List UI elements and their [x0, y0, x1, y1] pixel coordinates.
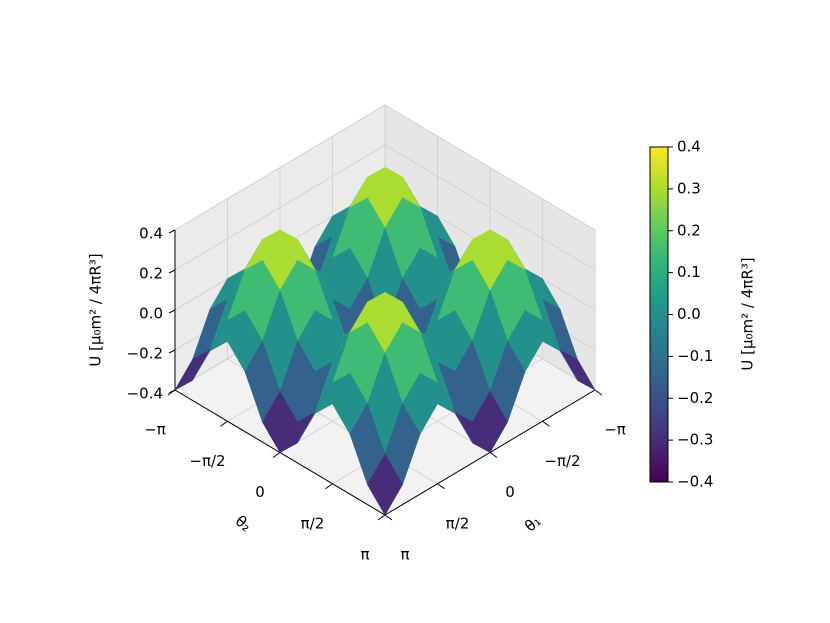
colorbar — [649, 146, 669, 483]
x-tick — [542, 420, 550, 427]
x-tick-label: 0 — [505, 483, 515, 501]
x-tick — [594, 389, 603, 396]
x-tick — [489, 452, 498, 458]
y-tick — [167, 389, 176, 396]
z-tick — [168, 269, 176, 274]
y-tick-label: π/2 — [301, 514, 325, 532]
surface-patch — [367, 453, 403, 516]
y-axis-label: θ₂ — [232, 512, 255, 536]
z-tick-label: −0.4 — [127, 385, 163, 403]
z-axis-label: U [μ₀m² / 4πR³] — [87, 253, 105, 366]
colorbar-tick-label: 0.3 — [677, 179, 701, 197]
z-tick — [168, 309, 176, 314]
grid-line — [174, 104, 596, 231]
y-tick-label: −π/2 — [189, 452, 225, 470]
z-tick-label: −0.2 — [127, 345, 163, 363]
colorbar-tick-label: 0.0 — [677, 305, 701, 323]
colorbar-tick-label: −0.2 — [677, 389, 713, 407]
colorbar-tick-label: 0.2 — [677, 221, 701, 239]
colorbar-tick-label: 0.4 — [677, 138, 701, 156]
x-tick — [384, 514, 393, 521]
colorbar-tick-label: 0.1 — [677, 263, 701, 281]
y-tick — [325, 483, 333, 490]
colorbar-tick-label: −0.4 — [677, 473, 713, 491]
colorbar-label: U [μ₀m² / 4πR³] — [739, 257, 757, 370]
z-tick — [168, 229, 176, 234]
y-tick — [272, 452, 281, 458]
y-tick-label: −π — [144, 421, 166, 439]
y-tick-label: π — [360, 546, 369, 564]
grid-line — [174, 144, 596, 271]
y-tick-label: 0 — [255, 483, 265, 501]
z-tick-label: 0.2 — [139, 265, 163, 283]
colorbar-tick-label: −0.1 — [677, 347, 713, 365]
x-tick — [437, 483, 445, 490]
z-tick — [168, 349, 176, 354]
y-tick — [377, 514, 386, 521]
colorbar-tick-label: −0.3 — [677, 431, 713, 449]
z-tick-label: 0.0 — [139, 305, 163, 323]
x-tick-label: −π/2 — [544, 452, 580, 470]
x-tick-label: −π — [604, 421, 626, 439]
x-tick-label: π/2 — [446, 514, 470, 532]
z-tick-label: 0.4 — [139, 225, 163, 243]
y-tick — [220, 420, 228, 427]
x-tick-label: π — [400, 546, 409, 564]
x-axis-label: θ₁ — [521, 512, 544, 536]
